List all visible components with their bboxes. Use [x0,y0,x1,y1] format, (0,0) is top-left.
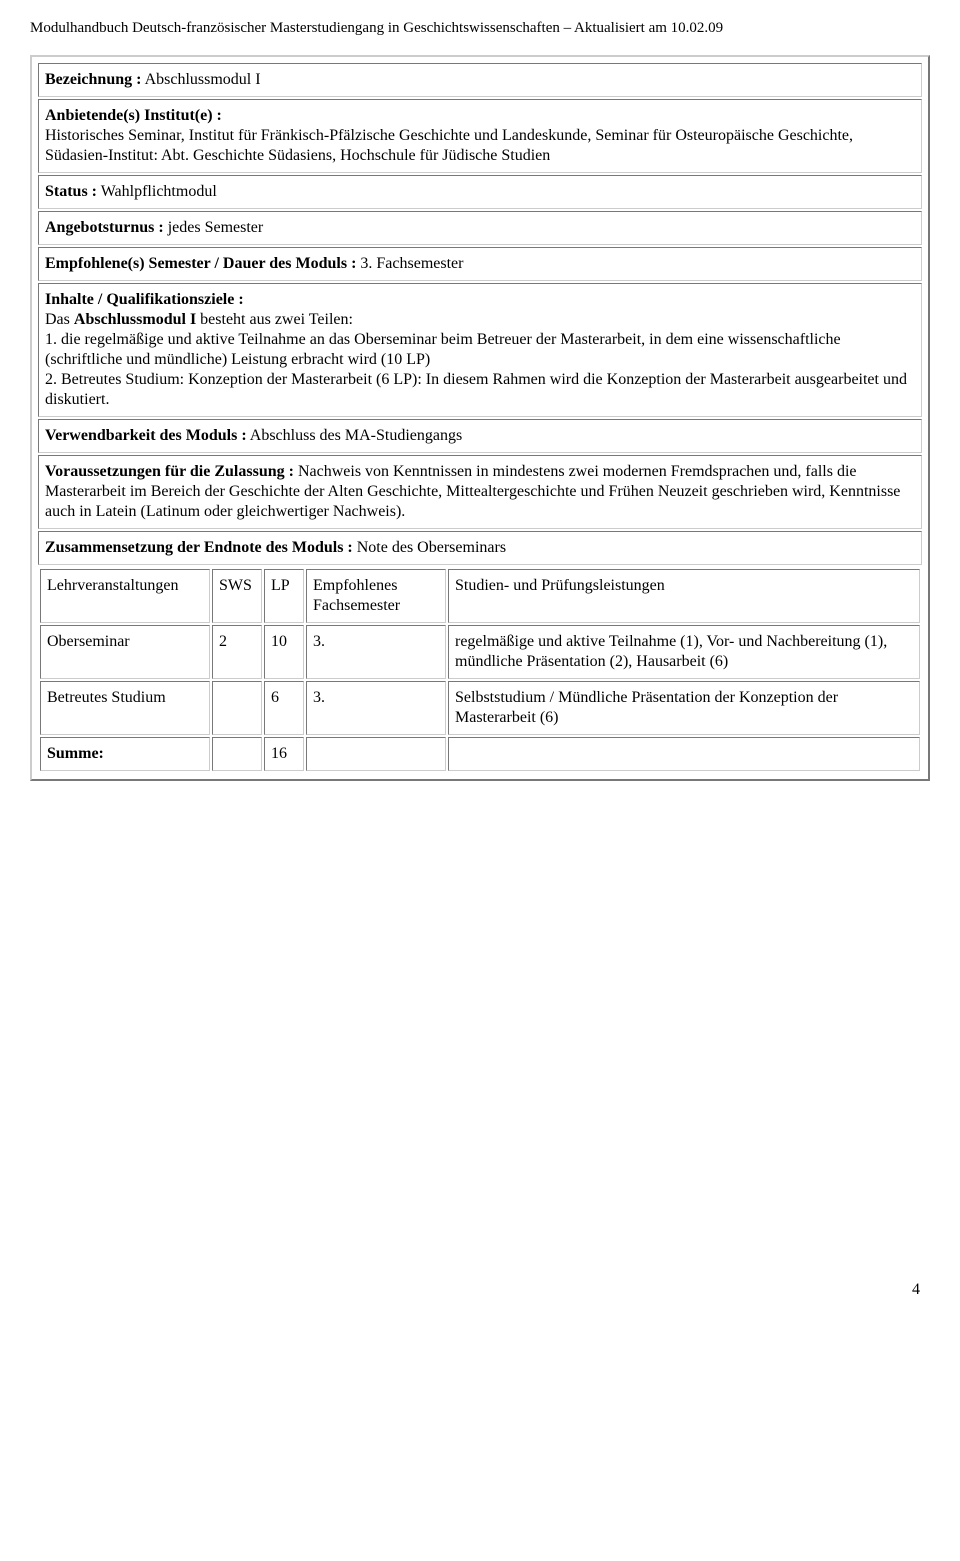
page-number: 4 [30,1281,930,1299]
cell-sws: 2 [212,625,262,679]
header-lp: LP [264,569,304,623]
module-info-table: Bezeichnung : Abschlussmodul I Anbietend… [36,61,924,775]
module-box: Bezeichnung : Abschlussmodul I Anbietend… [30,55,930,781]
inhalte-point-2: 2. Betreutes Studium: Konzeption der Mas… [45,371,907,408]
courses-header-row: Lehrveranstaltungen SWS LP Empfohlenes F… [40,569,920,623]
header-sws: SWS [212,569,262,623]
endnote-label: Zusammensetzung der Endnote des Moduls : [45,539,353,556]
cell-lp: 6 [264,681,304,735]
bezeichnung-value: Abschlussmodul I [145,71,261,88]
table-row: Oberseminar 2 10 3. regelmäßige und akti… [40,625,920,679]
header-lehr: Lehrveranstaltungen [40,569,210,623]
verwendbarkeit-label: Verwendbarkeit des Moduls : [45,427,247,444]
cell-sws [212,681,262,735]
page-header: Modulhandbuch Deutsch-französischer Mast… [30,20,930,37]
endnote-value: Note des Oberseminars [357,539,506,556]
inhalte-label: Inhalte / Qualifikationsziele : [45,291,244,308]
cell-fach: 3. [306,681,446,735]
inhalte-intro-bold: Abschlussmodul I [74,311,196,328]
row-verwendbarkeit: Verwendbarkeit des Moduls : Abschluss de… [38,419,922,453]
summe-lp: 16 [264,737,304,771]
summe-fach [306,737,446,771]
cell-leist: Selbststudium / Mündliche Präsentation d… [448,681,920,735]
row-bezeichnung: Bezeichnung : Abschlussmodul I [38,63,922,97]
empfohlene-value: 3. Fachsemester [360,255,463,272]
cell-leist: regelmäßige und aktive Teilnahme (1), Vo… [448,625,920,679]
status-label: Status : [45,183,97,200]
row-turnus: Angebotsturnus : jedes Semester [38,211,922,245]
anbietende-label: Anbietende(s) Institut(e) : [45,107,222,124]
cell-fach: 3. [306,625,446,679]
turnus-label: Angebotsturnus : [45,219,164,236]
summe-sws [212,737,262,771]
header-fach: Empfohlenes Fachsemester [306,569,446,623]
verwendbarkeit-value: Abschluss des MA-Studiengangs [250,427,462,444]
summe-leist [448,737,920,771]
row-voraussetzungen: Voraussetzungen für die Zulassung : Nach… [38,455,922,529]
cell-lp: 10 [264,625,304,679]
row-status: Status : Wahlpflichtmodul [38,175,922,209]
anbietende-value: Historisches Seminar, Institut für Fränk… [45,127,853,164]
summe-label: Summe: [40,737,210,771]
row-empfohlene: Empfohlene(s) Semester / Dauer des Modul… [38,247,922,281]
inhalte-intro-pre: Das [45,311,74,328]
header-leist: Studien- und Prüfungsleistungen [448,569,920,623]
status-value: Wahlpflichtmodul [101,183,217,200]
table-row: Betreutes Studium 6 3. Selbststudium / M… [40,681,920,735]
empfohlene-label: Empfohlene(s) Semester / Dauer des Modul… [45,255,356,272]
voraussetzungen-label: Voraussetzungen für die Zulassung : [45,463,294,480]
courses-table: Lehrveranstaltungen SWS LP Empfohlenes F… [38,567,922,773]
table-row-summe: Summe: 16 [40,737,920,771]
row-courses: Lehrveranstaltungen SWS LP Empfohlenes F… [38,567,922,773]
row-endnote: Zusammensetzung der Endnote des Moduls :… [38,531,922,565]
inhalte-point-1: 1. die regelmäßige und aktive Teilnahme … [45,331,841,368]
cell-course: Oberseminar [40,625,210,679]
row-anbietende: Anbietende(s) Institut(e) : Historisches… [38,99,922,173]
row-inhalte: Inhalte / Qualifikationsziele : Das Absc… [38,283,922,417]
inhalte-intro-post: besteht aus zwei Teilen: [196,311,353,328]
turnus-value: jedes Semester [168,219,264,236]
bezeichnung-label: Bezeichnung : [45,71,141,88]
cell-course: Betreutes Studium [40,681,210,735]
